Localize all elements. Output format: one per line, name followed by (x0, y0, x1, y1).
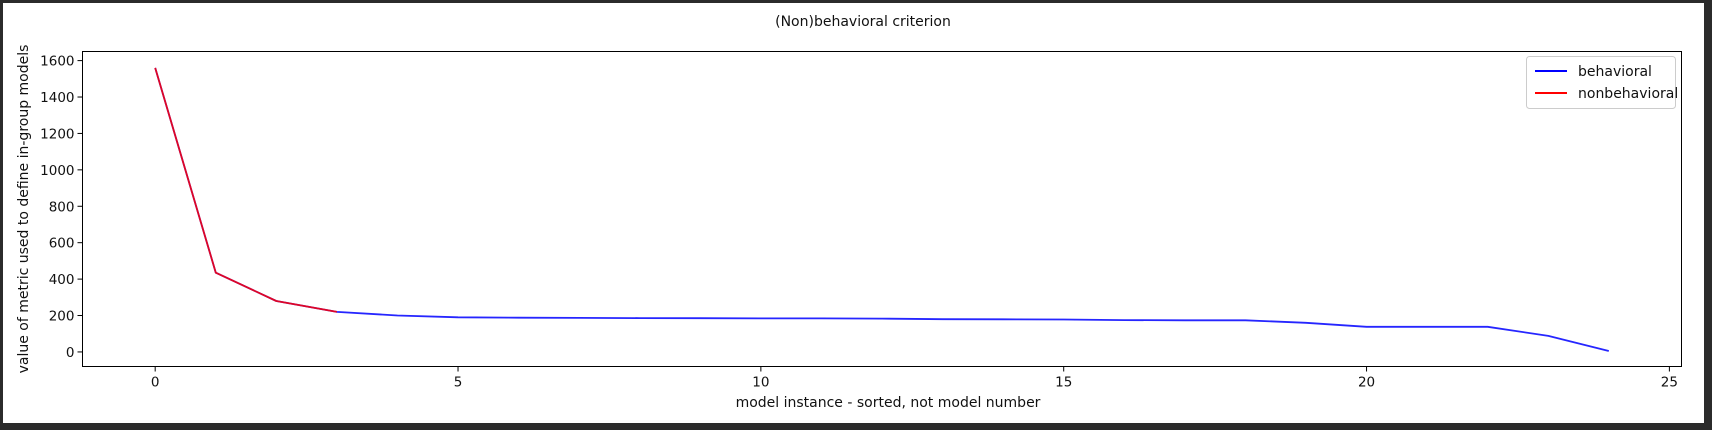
figure-frame: (Non)behavioral criterion 0 5 10 15 20 25 0 200… (3, 3, 1704, 423)
chart-title: (Non)behavioral criterion (775, 14, 951, 30)
x-tick-label: 20 (1358, 375, 1375, 391)
y-tick-label: 0 (66, 345, 75, 361)
y-tick-label: 1200 (40, 126, 74, 142)
y-tick-label: 1400 (40, 90, 74, 106)
y-tick-label: 800 (49, 199, 75, 215)
tick-layer: 0 5 10 15 20 25 0 200 400 600 800 1000 1200 1400 1600 (40, 54, 1678, 391)
x-tick-label: 5 (454, 375, 463, 391)
series-layer (154, 67, 1610, 352)
legend: behavioral nonbehavioral (1526, 56, 1678, 109)
legend-label-behavioral: behavioral (1578, 64, 1652, 80)
series-line-nonbehavioral (154, 67, 338, 313)
y-tick-label: 1600 (40, 54, 74, 70)
plot-area (82, 51, 1682, 367)
y-tick-label: 200 (49, 309, 75, 325)
series-line-behavioral (154, 67, 1610, 352)
x-axis-label: model instance - sorted, not model numbe… (736, 395, 1041, 411)
y-tick-label: 1000 (40, 163, 74, 179)
y-tick-label: 400 (49, 272, 75, 288)
x-tick-label: 25 (1661, 375, 1678, 391)
line-chart: (Non)behavioral criterion 0 5 10 15 20 25 0 200… (16, 14, 1682, 411)
y-tick-label: 600 (49, 236, 75, 252)
x-tick-label: 0 (151, 375, 160, 391)
legend-label-nonbehavioral: nonbehavioral (1578, 86, 1678, 102)
legend-box (1526, 56, 1676, 109)
y-axis-label: value of metric used to define in-group … (16, 45, 32, 374)
x-tick-label: 15 (1055, 375, 1072, 391)
x-tick-label: 10 (752, 375, 769, 391)
